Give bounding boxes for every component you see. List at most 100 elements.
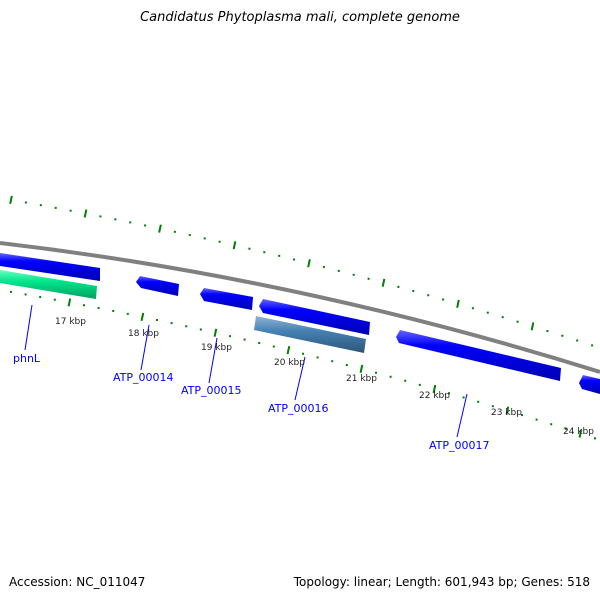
minor-tick	[188, 234, 191, 237]
map-title: Candidatus Phytoplasma mali, complete ge…	[140, 10, 460, 25]
minor-tick	[258, 342, 261, 345]
gene-label-atp-00014[interactable]: ATP_00014	[113, 371, 174, 384]
scale-label: 20 kbp	[274, 358, 305, 368]
major-tick	[158, 224, 162, 233]
major-tick	[578, 429, 583, 438]
minor-tick	[412, 290, 415, 293]
minor-tick	[316, 356, 319, 359]
gene-feature[interactable]	[0, 253, 100, 281]
minor-tick	[550, 423, 553, 426]
minor-tick	[345, 363, 348, 366]
minor-tick	[322, 266, 325, 269]
minor-tick	[229, 335, 231, 338]
scale-label: 23 kbp	[491, 408, 522, 418]
major-tick	[432, 384, 437, 394]
minor-tick	[389, 375, 392, 378]
major-tick	[9, 195, 13, 205]
minor-tick	[170, 322, 173, 325]
minor-tick	[367, 277, 370, 280]
gene-feature[interactable]	[579, 375, 600, 394]
gene-atp-00014[interactable]	[136, 276, 179, 296]
minor-tick	[462, 396, 465, 399]
minor-tick	[39, 204, 42, 207]
gene-label-atp-00017[interactable]: ATP_00017	[429, 439, 490, 452]
gene-feature-steelblue[interactable]	[254, 316, 366, 353]
minor-tick	[112, 309, 115, 312]
minor-tick	[331, 360, 334, 363]
minor-tick	[203, 237, 206, 240]
major-tick	[359, 364, 364, 373]
minor-tick	[126, 312, 129, 315]
minor-tick	[99, 215, 102, 218]
minor-tick	[263, 251, 266, 254]
label-leader	[24, 304, 33, 351]
minor-tick	[516, 320, 519, 323]
minor-tick	[535, 418, 538, 421]
minor-tick	[471, 307, 474, 310]
gene-atp-00016[interactable]	[259, 299, 370, 335]
minor-tick	[418, 383, 421, 386]
minor-tick	[97, 307, 100, 310]
minor-tick	[39, 296, 42, 299]
minor-tick	[173, 230, 176, 233]
genome-summary: Topology: linear; Length: 601,943 bp; Ge…	[293, 575, 590, 589]
label-leader	[140, 324, 150, 371]
minor-tick	[486, 311, 489, 314]
minor-tick	[24, 201, 27, 204]
label-leader	[456, 393, 468, 438]
accession: Accession: NC_011047	[9, 575, 146, 589]
major-tick	[232, 241, 237, 250]
gene-label-atp-00016[interactable]: ATP_00016	[268, 402, 329, 415]
minor-tick	[546, 330, 549, 333]
major-tick	[67, 298, 72, 307]
minor-tick	[83, 304, 85, 307]
minor-tick	[591, 344, 594, 347]
major-tick	[140, 312, 145, 322]
minor-tick	[10, 290, 12, 293]
minor-tick	[521, 414, 523, 417]
minor-tick	[397, 285, 400, 288]
scale-label: 22 kbp	[419, 391, 450, 401]
minor-tick	[375, 371, 377, 374]
minor-tick	[185, 325, 188, 328]
minor-tick	[54, 206, 57, 209]
minor-tick	[144, 224, 147, 227]
minor-tick	[114, 218, 117, 221]
minor-tick	[477, 400, 480, 403]
gene-phnL[interactable]	[0, 270, 97, 299]
minor-tick	[302, 352, 304, 355]
minor-tick	[293, 258, 296, 261]
scale-label: 17 kbp	[55, 317, 86, 327]
minor-tick	[427, 294, 430, 297]
scale-label: 24 kbp	[563, 427, 594, 437]
label-leader	[294, 356, 306, 401]
minor-tick	[199, 328, 202, 331]
major-tick	[381, 278, 386, 287]
minor-tick	[594, 437, 596, 440]
label-leader	[208, 337, 218, 384]
scale-label: 21 kbp	[346, 374, 377, 384]
minor-tick	[576, 339, 579, 342]
gene-label-atp-00015[interactable]: ATP_00015	[181, 384, 242, 397]
minor-tick	[561, 334, 564, 337]
gene-atp-00015[interactable]	[200, 288, 253, 310]
major-tick	[456, 299, 460, 308]
minor-tick	[248, 247, 251, 250]
minor-tick	[404, 379, 407, 382]
minor-tick	[272, 345, 275, 348]
minor-tick	[243, 338, 246, 341]
scale-label: 18 kbp	[128, 329, 159, 339]
minor-tick	[129, 221, 132, 224]
minor-tick	[491, 405, 494, 408]
major-tick	[530, 322, 535, 331]
major-tick	[505, 406, 510, 415]
minor-tick	[156, 318, 158, 321]
scale-ticks	[9, 195, 596, 440]
minor-tick	[337, 269, 340, 272]
minor-tick	[448, 392, 450, 395]
gene-atp-00017[interactable]	[396, 330, 561, 381]
gene-label-phnL[interactable]: phnL	[13, 352, 41, 365]
major-tick	[83, 209, 88, 218]
scale-label: 19 kbp	[201, 343, 232, 353]
